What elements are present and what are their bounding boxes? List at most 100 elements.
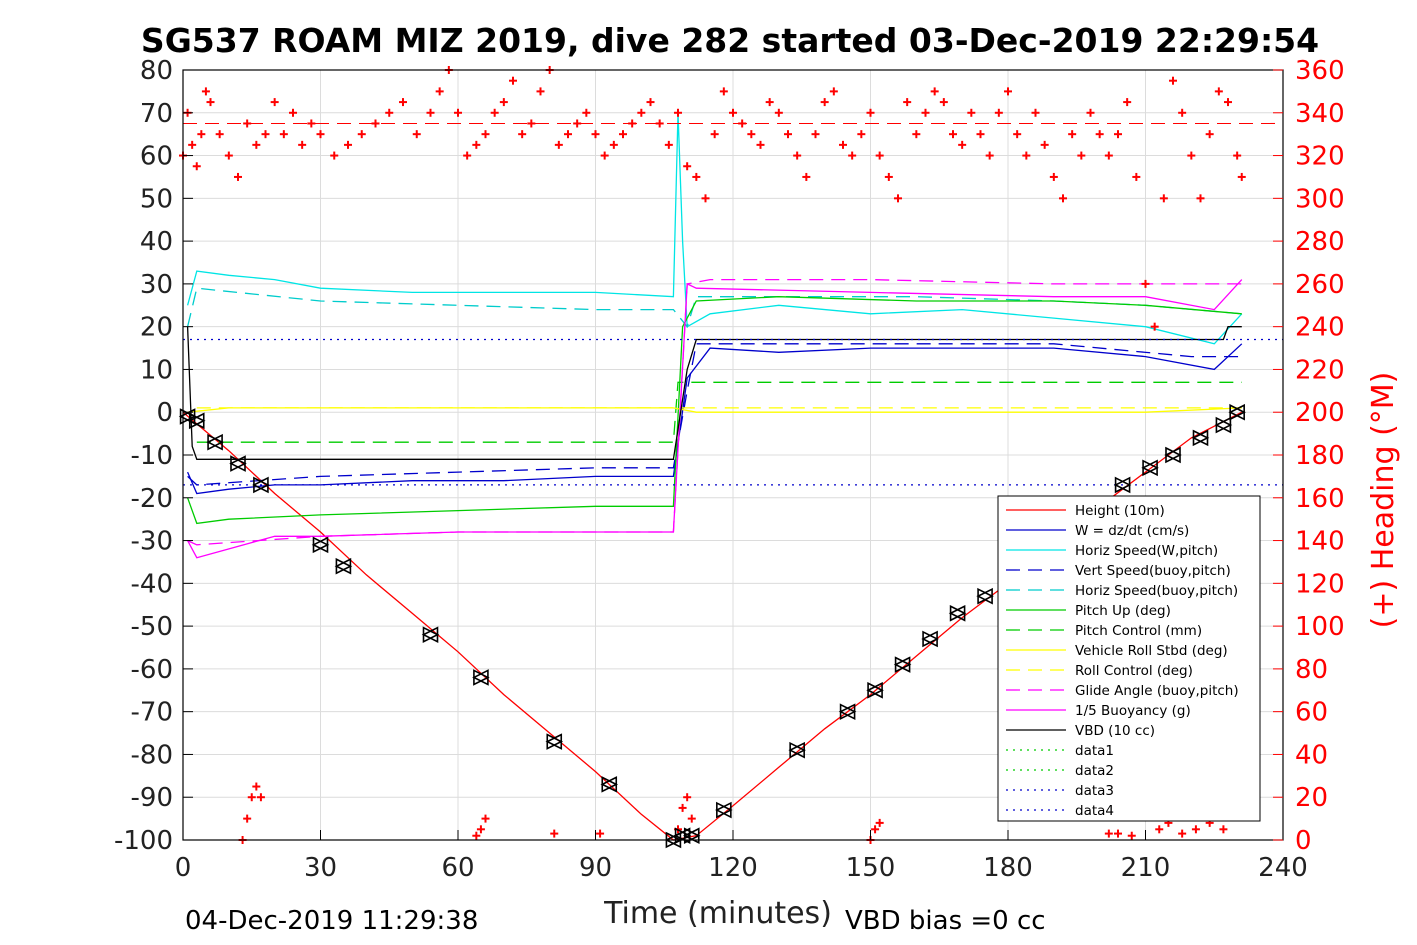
series-line [186,112,1243,345]
heading-point [1159,194,1168,203]
series-line [186,326,1242,460]
heading-point [609,140,618,149]
marker-triangle-left [1141,459,1158,477]
heading-point [811,130,820,139]
marker-triangle-left [206,433,223,451]
heading-point [1178,829,1187,838]
legend-entry: data1 [1075,743,1114,759]
heading-point [1191,825,1200,834]
waypoint-marker [229,455,247,472]
y-right-tick-label: 340 [1295,99,1345,129]
heading-point [261,130,270,139]
heading-point [637,108,646,117]
heading-point [683,162,692,171]
heading-point [252,782,261,791]
heading-point [1059,194,1067,203]
y-right-tick-label: 300 [1295,184,1345,214]
waypoint-marker [252,476,270,494]
waypoint-marker [921,630,939,648]
y-right-tick-label: 120 [1295,569,1345,599]
heading-point [921,108,930,117]
heading-point [839,140,847,149]
heading-point [729,108,737,117]
x-tick-label: 210 [1121,853,1171,883]
heading-point [930,87,939,96]
waypoint-marker [866,681,884,699]
heading-point [1187,151,1196,160]
heading-point [499,98,508,107]
waypoint-marker [788,741,806,759]
legend-entry: data2 [1075,763,1114,779]
heading-point [243,814,252,823]
heading-point [958,140,967,149]
heading-point [554,140,563,149]
y-tick-label: 80 [140,56,173,86]
heading-point [738,119,747,128]
heading-point [1237,172,1246,181]
waypoint-marker [421,626,440,643]
heading-point [1104,151,1113,160]
marker-triangle-left [545,733,563,750]
series-line [187,279,1243,559]
waypoint-marker [311,536,330,554]
heading-point [1004,87,1012,96]
heading-point [536,87,545,96]
heading-point [1233,151,1242,160]
heading-point [385,108,394,117]
y-right-tick-label: 60 [1295,698,1328,728]
heading-point [866,108,875,117]
heading-point [784,130,792,139]
heading-point [875,151,884,160]
heading-point [802,172,811,181]
heading-point [1224,98,1232,107]
legend-entry: Pitch Control (mm) [1075,623,1202,639]
heading-point [564,130,572,139]
y-tick-label: -50 [131,612,173,642]
heading-point [316,130,325,139]
y-tick-label: -70 [131,698,173,728]
heading-point [1114,829,1122,838]
heading-point [1104,829,1113,838]
y-tick-label: -100 [114,826,173,856]
heading-point [820,98,829,107]
heading-point [774,108,783,117]
heading-point [454,108,462,117]
heading-point [1086,108,1095,117]
heading-point [875,818,884,827]
series-line [186,296,1242,525]
heading-point [1040,140,1049,149]
legend-entry: Horiz Speed(W,pitch) [1075,543,1218,559]
waypoint-marker [948,604,967,622]
x-tick-label: 180 [983,853,1033,883]
marker-triangle-right [789,741,806,759]
waypoint-marker [673,827,692,845]
x-tick-label: 150 [846,853,896,883]
legend-entry: Roll Control (deg) [1075,663,1193,679]
heading-point [1214,87,1223,96]
heading-point [247,793,256,802]
y-tick-label: 40 [140,227,173,257]
heading-point [1196,194,1205,203]
axes: 0 30 60 90 120 150 180 210 24080706050403020100-… [114,56,1345,883]
legend-entry: Height (10m) [1075,503,1165,519]
y-tick-label: -10 [131,441,173,471]
heading-point [188,140,197,149]
series-line [187,343,1242,486]
marker-triangle-left [334,557,352,575]
legend-entry: data3 [1075,783,1114,799]
y-tick-label: 10 [140,355,173,385]
waypoint-marker [334,557,353,575]
heading-point [490,108,499,117]
heading-point [765,98,774,107]
series-line [187,343,1243,495]
heading-point [949,130,957,139]
heading-point [1123,98,1132,107]
heading-point [1095,130,1104,139]
heading-point [884,172,893,181]
marker-triangle-left [1113,476,1131,494]
marker-triangle-left [976,587,993,605]
heading-point [871,825,880,834]
x-tick-label: 120 [708,853,758,883]
heading-point [1150,322,1159,331]
marker-triangle-left [948,604,966,622]
